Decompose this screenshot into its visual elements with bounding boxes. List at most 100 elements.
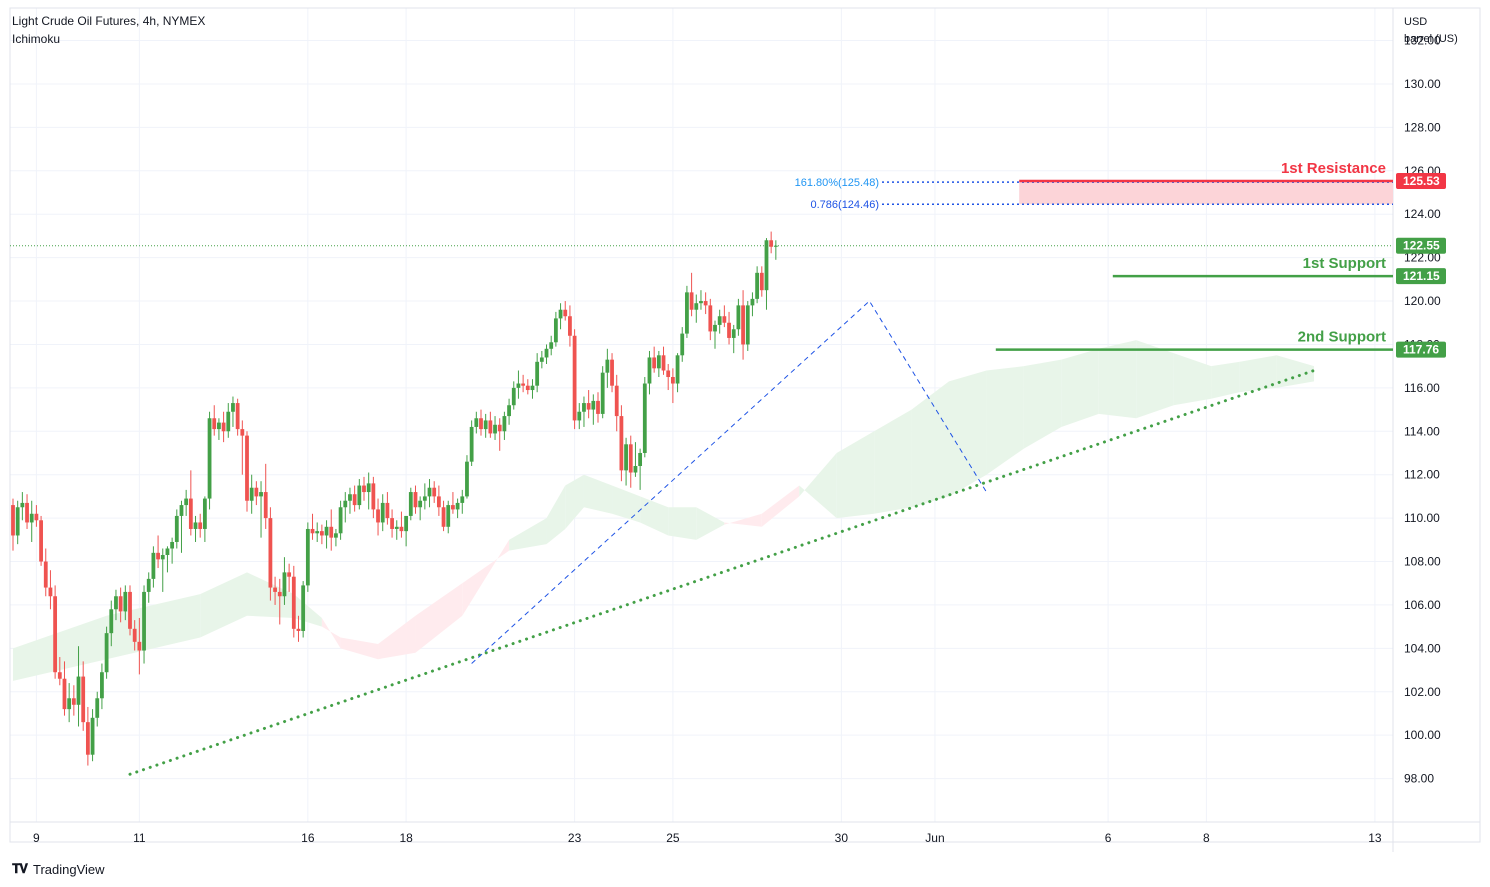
candle-down [62,678,67,710]
candle-down [268,518,273,588]
candle-up [633,466,638,473]
candle-down [287,572,292,577]
indicator-label: Ichimoku [12,32,61,46]
candle-up [535,361,540,386]
candle-up [301,585,306,631]
candle-down [619,416,624,471]
candle-down [661,355,666,371]
y-tick-label: 122.00 [1404,251,1441,265]
candle-up [675,355,680,384]
candle-up [20,502,25,508]
candle-up [455,502,460,510]
chart-frame [9,7,1481,843]
candle-up [193,522,198,529]
tradingview-branding[interactable]: 𝐓𝐕 TradingView [12,861,105,877]
candle-down [741,305,745,345]
candle-up [202,498,207,529]
y-tick-label: 114.00 [1404,424,1440,438]
ichimoku-cloud-bullish [874,409,912,514]
x-tick-label: 11 [133,831,146,845]
price-tag [1396,341,1446,358]
candle-down [759,272,764,291]
candle-up [493,424,497,434]
candle-up [624,444,628,471]
candle-up [427,487,432,497]
candle-down [39,520,43,562]
y-tick-label: 128.00 [1404,120,1441,134]
candle-up [123,591,128,612]
ichimoku-cloud-bullish [986,366,1024,475]
candle-up [549,342,554,349]
candle-up [324,526,329,536]
candle-up [404,515,409,532]
candle-down [727,322,731,338]
candle-down [441,507,446,527]
candle-up [422,496,427,501]
candle-down [352,494,357,506]
y-tick-label: 124.00 [1404,207,1441,221]
candle-up [446,505,451,527]
candle-down [53,596,58,673]
ichimoku-cloud-bullish [1136,340,1174,419]
candle-down [385,502,390,519]
ichimoku-cloud-bullish [509,518,547,551]
candle-up [474,418,479,427]
candle-up [394,526,399,529]
x-tick-label: 13 [1368,831,1382,845]
candle-up [773,245,778,247]
y-tick-label: 102.00 [1404,685,1441,699]
candle-down [362,485,366,493]
ichimoku-cloud-bullish [200,572,247,638]
candle-up [600,372,605,414]
candle-down [610,359,614,386]
ichimoku-cloud-bullish [1023,359,1062,449]
candle-up [465,461,469,497]
price-tag [1396,173,1446,190]
candle-down [198,522,203,529]
candle-down [628,444,633,473]
candle-down [329,526,334,538]
level-name: 1st Support [1303,255,1386,272]
candle-down [614,385,619,417]
ichimoku-cloud-bullish [13,615,107,681]
ichimoku-cloud-bullish [1173,353,1212,406]
candle-up [582,403,586,412]
fib-label: 0.786(124.46) [811,199,880,211]
candle-up [516,383,521,388]
ichimoku-cloud-bullish [1276,355,1315,388]
candle-down [596,400,600,414]
candle-up [750,298,755,306]
candle-up [338,507,343,534]
candle-down [221,422,226,432]
candle-down [708,305,713,332]
candle-down [670,377,675,384]
candle-up [418,500,423,508]
candle-down [156,552,160,560]
ichimoku-cloud-bullish [106,594,201,660]
candle-down [488,420,493,434]
candle-up [642,383,647,453]
candle-up [717,316,722,325]
ichimoku-cloud-bearish [415,583,463,653]
ichimoku-cloud-bearish [340,637,379,660]
candle-down [43,561,48,588]
x-tick-label: 30 [835,831,849,845]
candle-down [240,429,245,436]
price-tag-label: 121.15 [1403,269,1440,283]
candle-down [432,487,437,497]
candle-up [217,422,221,430]
abcd-pattern-line [471,300,987,664]
candle-up [764,240,769,291]
candle-down [118,596,123,612]
price-tag [1396,237,1446,254]
candle-up [174,515,179,542]
candle-down [25,502,29,523]
price-tag-label: 125.53 [1403,174,1440,188]
candle-up [29,513,34,523]
candle-down [310,528,315,534]
fib-label: 161.80%(125.48) [795,177,879,189]
y-tick-label: 130.00 [1404,77,1441,91]
level-name: 2nd Support [1298,329,1386,346]
candle-down [666,370,671,378]
